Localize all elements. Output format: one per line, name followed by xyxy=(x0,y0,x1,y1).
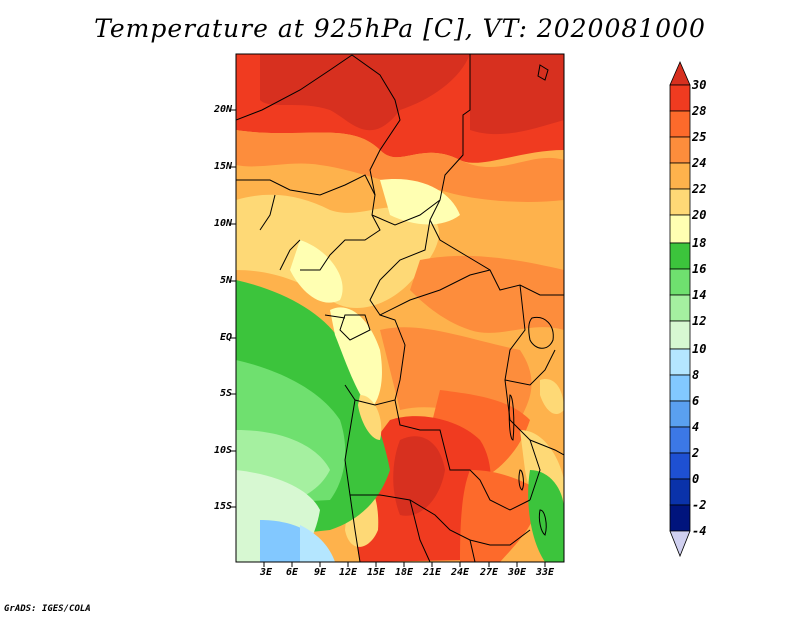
lakes xyxy=(508,64,554,536)
colorbar-cell-2 xyxy=(669,426,691,454)
lon-label-18e: 18E xyxy=(394,567,414,578)
temperature-field xyxy=(236,54,564,562)
colorbar-label-6: 6 xyxy=(692,394,700,408)
colorbar-label-24: 24 xyxy=(692,156,707,170)
colorbar-cell-25 xyxy=(669,110,691,138)
map-frame xyxy=(235,53,565,563)
colorbar-cell-14 xyxy=(669,268,691,296)
colorbar-cell-0 xyxy=(669,452,691,480)
colorbar-label-16: 16 xyxy=(692,262,707,276)
lat-label-5s: 5S xyxy=(219,388,232,399)
colorbar-cell-16 xyxy=(669,242,691,270)
colorbar-label-12: 12 xyxy=(692,314,707,328)
lon-label-3e: 3E xyxy=(259,567,273,578)
colorbar-label-8: 8 xyxy=(692,368,700,382)
colorbar-cell-18 xyxy=(669,214,691,244)
colorbar-top-arrow xyxy=(669,60,691,86)
colorbar-bottom-arrow xyxy=(669,530,691,558)
colorbar-label-18: 18 xyxy=(692,236,707,250)
lon-label-30e: 30E xyxy=(507,567,527,578)
colorbar-label-m2: -2 xyxy=(692,498,707,512)
colorbar-cell-24 xyxy=(669,136,691,164)
colorbar-label-14: 14 xyxy=(692,288,707,302)
colorbar-cell-m4 xyxy=(669,504,691,532)
colorbar-cell-10 xyxy=(669,320,691,350)
lon-label-21e: 21E xyxy=(422,567,442,578)
lon-label-33e: 33E xyxy=(535,567,555,578)
lat-label-20n: 20N xyxy=(213,104,232,115)
lon-label-27e: 27E xyxy=(479,567,499,578)
chart-title: Temperature at 925hPa [C], VT: 202008100… xyxy=(94,14,706,43)
colorbar-label-28: 28 xyxy=(692,104,707,118)
colorbar-label-20: 20 xyxy=(692,208,707,222)
colorbar-cell-6 xyxy=(669,374,691,402)
grads-credit: GrADS: IGES/COLA xyxy=(4,604,91,614)
colorbar-cell-4 xyxy=(669,400,691,428)
colorbar-label-10: 10 xyxy=(692,342,707,356)
colorbar xyxy=(669,60,691,558)
colorbar-cell-20 xyxy=(669,188,691,216)
lat-label-10s: 10S xyxy=(213,445,232,456)
country-borders xyxy=(236,54,564,562)
lat-label-15s: 15S xyxy=(213,501,232,512)
axis-ticks xyxy=(231,109,546,567)
colorbar-cell-8 xyxy=(669,348,691,376)
colorbar-cell-22 xyxy=(669,162,691,190)
lon-label-9e: 9E xyxy=(313,567,327,578)
lat-label-10n: 10N xyxy=(213,218,232,229)
colorbar-cell-28 xyxy=(669,84,691,112)
colorbar-label-30: 30 xyxy=(692,78,707,92)
colorbar-label-2: 2 xyxy=(692,446,700,460)
lat-label-eq: EQ xyxy=(219,332,232,343)
colorbar-cell-m2 xyxy=(669,478,691,506)
lat-label-15n: 15N xyxy=(213,161,232,172)
lon-label-12e: 12E xyxy=(338,567,358,578)
colorbar-label-22: 22 xyxy=(692,182,707,196)
colorbar-label-0: 0 xyxy=(692,472,700,486)
colorbar-cell-12 xyxy=(669,294,691,322)
colorbar-label-25: 25 xyxy=(692,130,707,144)
colorbar-label-m4: -4 xyxy=(692,524,707,538)
lat-label-5n: 5N xyxy=(219,275,232,286)
lon-label-15e: 15E xyxy=(366,567,386,578)
lon-label-6e: 6E xyxy=(285,567,299,578)
colorbar-label-4: 4 xyxy=(692,420,700,434)
lon-label-24e: 24E xyxy=(450,567,470,578)
